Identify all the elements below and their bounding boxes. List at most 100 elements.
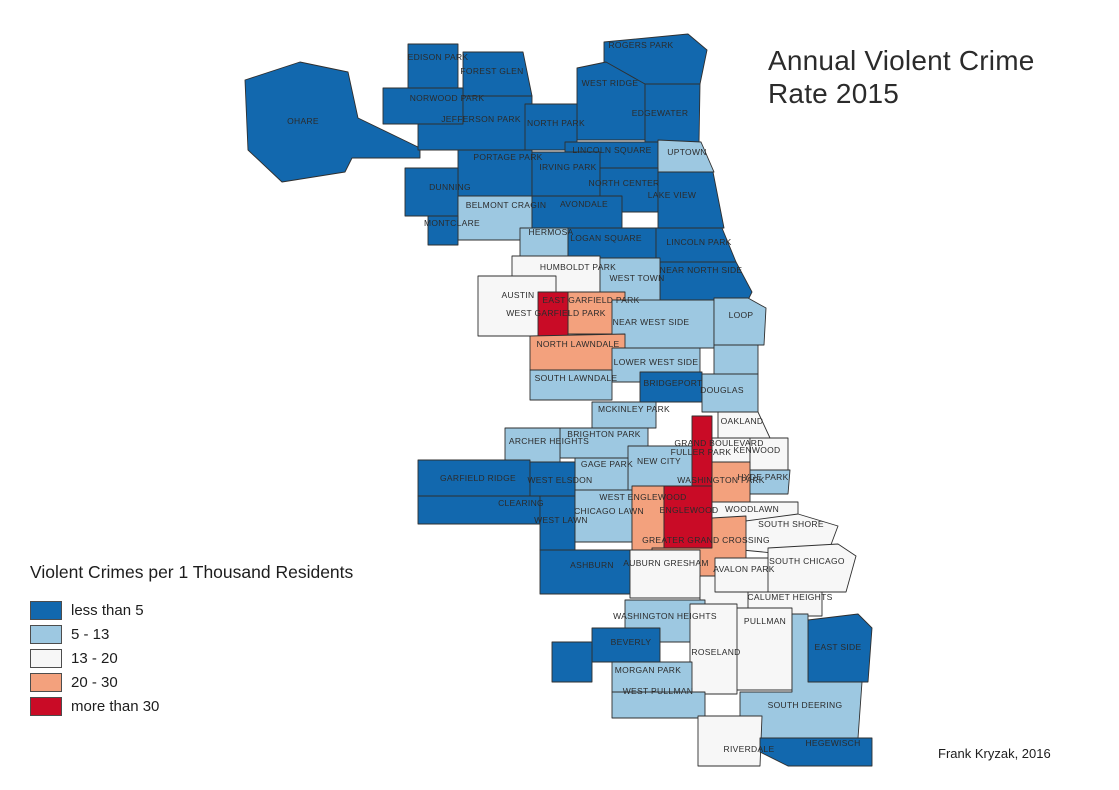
- region-ohare: [244, 61, 421, 183]
- region-label-forest-glen: FOREST GLEN: [460, 66, 523, 76]
- region-label-east-side: EAST SIDE: [815, 642, 862, 652]
- region-riverdale: [697, 715, 763, 767]
- legend-swatch-b5_13: [30, 624, 62, 644]
- region-label-west-pullman: WEST PULLMAN: [623, 686, 694, 696]
- region-label-uptown: UPTOWN: [667, 147, 706, 157]
- region-label-hegewisch: HEGEWISCH: [805, 738, 860, 748]
- region-label-kenwood: KENWOOD: [734, 445, 781, 455]
- region-label-pullman: PULLMAN: [744, 616, 786, 626]
- region-label-ashburn: ASHBURN: [570, 560, 614, 570]
- region-label-edison-park: EDISON PARK: [408, 52, 469, 62]
- region-label-lake-view: LAKE VIEW: [648, 190, 697, 200]
- region-label-near-north-side: NEAR NORTH SIDE: [660, 265, 743, 275]
- region-washington-park: [711, 461, 751, 509]
- region-label-garfield-ridge: GARFIELD RIDGE: [440, 473, 516, 483]
- region-hegewisch: [759, 737, 873, 767]
- region-label-new-city: NEW CITY: [637, 456, 681, 466]
- map-title: Annual Violent Crime Rate 2015: [768, 44, 1035, 110]
- region-uptown: [657, 139, 715, 173]
- legend-swatch-b13_20: [30, 648, 62, 668]
- region-label-jefferson-park: JEFFERSON PARK: [441, 114, 521, 124]
- legend-label-lt5: less than 5: [71, 601, 144, 619]
- region-label-belmont-cragin: BELMONT CRAGIN: [466, 200, 547, 210]
- legend-label-gt30: more than 30: [71, 697, 160, 715]
- legend-label-b20_30: 20 - 30: [71, 673, 118, 691]
- region-label-douglas: DOUGLAS: [700, 385, 744, 395]
- region-mount-greenwood: [551, 641, 593, 683]
- legend: Violent Crimes per 1 Thousand Residents …: [30, 562, 353, 718]
- legend-item-b20_30: 20 - 30: [30, 670, 353, 694]
- region-label-montclare: MONTCLARE: [424, 218, 480, 228]
- region-label-north-center: NORTH CENTER: [589, 178, 660, 188]
- region-label-north-park: NORTH PARK: [527, 118, 585, 128]
- attribution: Frank Kryzak, 2016: [938, 746, 1051, 761]
- region-label-ohare: OHARE: [287, 116, 319, 126]
- legend-rows: less than 5 5 - 13 13 - 20 20 - 30 more than…: [30, 598, 353, 718]
- region-dunning: [404, 167, 459, 217]
- region-label-archer-heights: ARCHER HEIGHTS: [509, 436, 589, 446]
- region-label-west-garfield-park: WEST GARFIELD PARK: [506, 308, 606, 318]
- region-label-south-chicago: SOUTH CHICAGO: [769, 556, 845, 566]
- region-label-west-elsdon: WEST ELSDON: [527, 475, 592, 485]
- region-label-humboldt-park: HUMBOLDT PARK: [540, 262, 616, 272]
- legend-item-b13_20: 13 - 20: [30, 646, 353, 670]
- region-ashburn: [539, 549, 631, 595]
- region-lake-view: [657, 171, 725, 229]
- legend-title: Violent Crimes per 1 Thousand Residents: [30, 562, 354, 582]
- region-label-logan-square: LOGAN SQUARE: [570, 233, 642, 243]
- region-label-loop: LOOP: [729, 310, 754, 320]
- region-label-washington-park: WASHINGTON PARK: [677, 475, 764, 485]
- region-label-roseland: ROSELAND: [691, 647, 740, 657]
- region-montclare: [427, 215, 459, 246]
- region-label-irving-park: IRVING PARK: [539, 162, 596, 172]
- legend-label-b13_20: 13 - 20: [71, 649, 118, 667]
- region-edison-park: [407, 43, 459, 89]
- region-label-avondale: AVONDALE: [560, 199, 608, 209]
- region-label-greater-grand-crossing: GREATER GRAND CROSSING: [642, 535, 770, 545]
- region-label-woodlawn: WOODLAWN: [725, 504, 779, 514]
- region-label-rogers-park: ROGERS PARK: [608, 40, 673, 50]
- region-label-hermosa: HERMOSA: [528, 227, 573, 237]
- region-label-oakland: OAKLAND: [721, 416, 764, 426]
- region-label-west-englewood: WEST ENGLEWOOD: [599, 492, 686, 502]
- region-label-avalon-park: AVALON PARK: [713, 564, 774, 574]
- region-label-dunning: DUNNING: [429, 182, 471, 192]
- region-label-lincoln-square: LINCOLN SQUARE: [572, 145, 651, 155]
- region-label-south-shore: SOUTH SHORE: [758, 519, 824, 529]
- region-label-near-west-side: NEAR WEST SIDE: [613, 317, 690, 327]
- legend-swatch-lt5: [30, 600, 62, 620]
- region-label-morgan-park: MORGAN PARK: [615, 665, 681, 675]
- region-label-calumet-heights: CALUMET HEIGHTS: [747, 592, 832, 602]
- map-title-line2: Rate 2015: [768, 78, 900, 110]
- region-mckinley-park: [591, 401, 657, 429]
- region-label-englewood: ENGLEWOOD: [660, 505, 719, 515]
- region-label-norwood-park: NORWOOD PARK: [410, 93, 485, 103]
- region-jefferson-park: [417, 95, 533, 151]
- region-label-west-ridge: WEST RIDGE: [582, 78, 639, 88]
- legend-item-lt5: less than 5: [30, 598, 353, 622]
- region-south-chicago: [767, 543, 857, 593]
- region-label-east-garfield-park: EAST GARFIELD PARK: [542, 295, 639, 305]
- region-label-washington-heights: WASHINGTON HEIGHTS: [613, 611, 717, 621]
- legend-swatch-gt30: [30, 696, 62, 716]
- map-title-line1: Annual Violent Crime: [768, 45, 1035, 76]
- region-label-edgewater: EDGEWATER: [632, 108, 689, 118]
- region-label-north-lawndale: NORTH LAWNDALE: [536, 339, 619, 349]
- region-label-lower-west-side: LOWER WEST SIDE: [614, 357, 699, 367]
- legend-item-gt30: more than 30: [30, 694, 353, 718]
- region-label-south-deering: SOUTH DEERING: [768, 700, 843, 710]
- region-label-west-lawn: WEST LAWN: [534, 515, 588, 525]
- region-label-bridgeport: BRIDGEPORT: [643, 378, 702, 388]
- region-label-mckinley-park: MCKINLEY PARK: [598, 404, 670, 414]
- legend-swatch-b20_30: [30, 672, 62, 692]
- region-label-hyde-park: HYDE PARK: [737, 472, 788, 482]
- legend-item-b5_13: 5 - 13: [30, 622, 353, 646]
- region-label-lincoln-park: LINCOLN PARK: [666, 237, 731, 247]
- region-label-riverdale: RIVERDALE: [724, 744, 775, 754]
- region-label-grand-boulevard: GRAND BOULEVARD: [674, 438, 763, 448]
- region-south-lawndale: [529, 369, 613, 401]
- region-label-west-town: WEST TOWN: [609, 273, 664, 283]
- region-label-auburn-gresham: AUBURN GRESHAM: [623, 558, 708, 568]
